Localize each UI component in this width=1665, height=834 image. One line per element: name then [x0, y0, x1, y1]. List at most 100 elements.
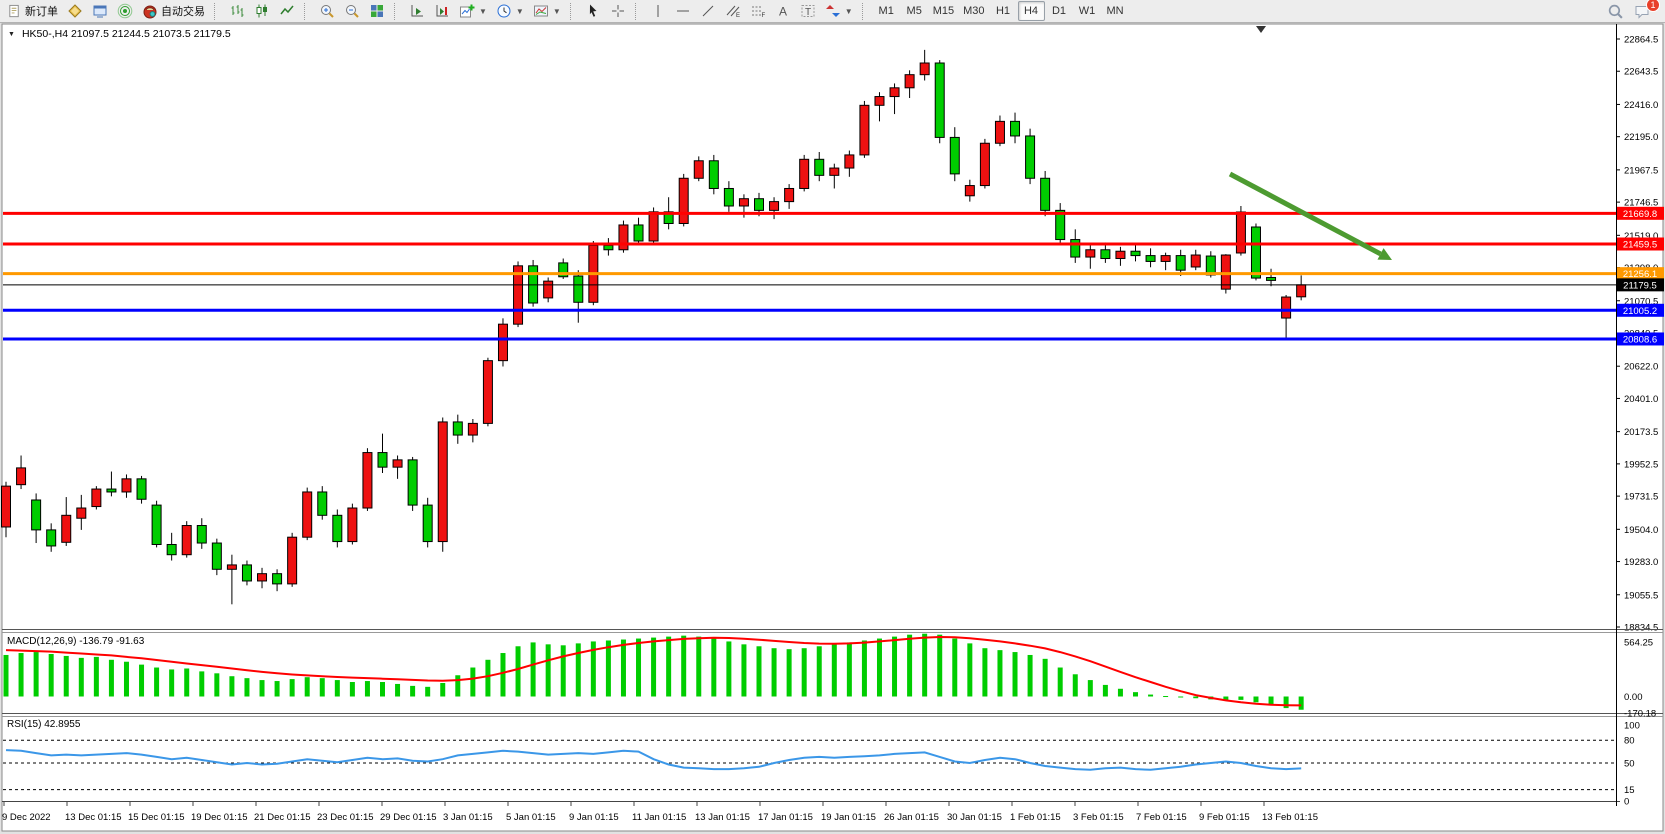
svg-text:22643.5: 22643.5	[1624, 67, 1658, 78]
gold-diamond-button[interactable]	[63, 1, 87, 21]
svg-text:20401.0: 20401.0	[1624, 394, 1658, 405]
timeframe-m5-button[interactable]: M5	[906, 5, 922, 17]
timeframe-mn-button[interactable]: MN	[1106, 5, 1124, 17]
svg-text:100: 100	[1624, 721, 1640, 732]
candlestick-mode-button[interactable]	[250, 1, 274, 21]
svg-text:80: 80	[1624, 736, 1635, 747]
svg-text:21746.5: 21746.5	[1624, 198, 1658, 209]
channel-tool-button[interactable]: E	[721, 1, 745, 21]
auto-scroll-icon	[436, 5, 448, 17]
channel-icon: E	[726, 5, 740, 19]
svg-text:20808.6: 20808.6	[1623, 334, 1657, 345]
svg-text:T: T	[805, 7, 811, 18]
tile-windows-icon	[371, 5, 383, 17]
horizontal-line-tool-button[interactable]	[671, 1, 695, 21]
auto-scroll-button[interactable]	[430, 1, 454, 21]
main-toolbar: 新订单 自动交易 ▼ ▼	[0, 0, 1665, 23]
template-button[interactable]: ▼	[529, 1, 565, 21]
cursor-icon	[589, 4, 597, 17]
macd-pane: 564.25 0.00 -170.18	[3, 633, 1656, 719]
timeframe-m30-button[interactable]: M30	[963, 5, 985, 17]
rsi-pane: 100 80 50 150	[2, 721, 1640, 808]
svg-text:19 Dec 01:15: 19 Dec 01:15	[191, 812, 248, 823]
toolbar-right-group: 1	[1607, 0, 1662, 20]
toolbar-separator	[569, 2, 577, 20]
label-icon: T	[801, 5, 815, 18]
svg-text:9 Jan 01:15: 9 Jan 01:15	[569, 812, 619, 823]
svg-text:21519.0: 21519.0	[1624, 231, 1658, 242]
signal-button[interactable]	[113, 1, 137, 21]
svg-text:21256.1: 21256.1	[1623, 269, 1657, 280]
trendline-tool-button[interactable]	[696, 1, 720, 21]
svg-text:20173.5: 20173.5	[1624, 427, 1658, 438]
svg-text:21070.5: 21070.5	[1624, 296, 1658, 307]
zoom-out-button[interactable]	[340, 1, 364, 21]
bar-chart-icon	[231, 5, 244, 17]
svg-text:13 Feb 01:15: 13 Feb 01:15	[1262, 812, 1318, 823]
svg-text:19055.5: 19055.5	[1624, 590, 1658, 601]
add-indicator-button[interactable]: ▼	[455, 1, 491, 21]
fibonacci-icon: F	[751, 6, 765, 19]
timeframe-d1-button[interactable]: D1	[1051, 5, 1067, 17]
label-tool-button[interactable]: T	[796, 1, 820, 21]
auto-trading-button[interactable]: 自动交易	[138, 1, 209, 21]
horizontal-line-icon	[676, 10, 689, 12]
svg-text:564.25: 564.25	[1624, 637, 1653, 648]
new-order-label: 新订单	[25, 6, 58, 18]
new-order-button[interactable]: 新订单	[3, 1, 62, 21]
svg-text:19952.5: 19952.5	[1624, 459, 1658, 470]
chart-shift-button[interactable]	[405, 1, 429, 21]
cursor-tool-button[interactable]	[581, 1, 605, 21]
svg-text:A: A	[779, 5, 787, 19]
timeframe-h1-button[interactable]: H1	[995, 5, 1011, 17]
shapes-tool-button[interactable]: ▼	[821, 1, 857, 21]
vertical-line-tool-button[interactable]	[646, 1, 670, 21]
line-chart-mode-button[interactable]	[275, 1, 299, 21]
timeframe-w1-button[interactable]: W1	[1078, 5, 1096, 17]
period-button[interactable]: ▼	[492, 1, 528, 21]
timeframe-m1-button[interactable]: M1	[878, 5, 894, 17]
svg-text:29 Dec 01:15: 29 Dec 01:15	[380, 812, 437, 823]
add-indicator-icon	[460, 4, 475, 18]
svg-text:17 Jan 01:15: 17 Jan 01:15	[758, 812, 813, 823]
svg-text:13 Jan 01:15: 13 Jan 01:15	[695, 812, 750, 823]
trendline-icon	[702, 5, 714, 17]
svg-text:11 Jan 01:15: 11 Jan 01:15	[632, 812, 686, 823]
svg-text:5 Jan 01:15: 5 Jan 01:15	[506, 812, 556, 823]
zoom-in-icon	[321, 5, 334, 18]
shapes-icon	[825, 5, 840, 17]
crosshair-icon	[611, 5, 624, 17]
zoom-in-button[interactable]	[315, 1, 339, 21]
svg-text:F: F	[761, 13, 765, 19]
svg-text:21 Dec 01:15: 21 Dec 01:15	[254, 812, 311, 823]
toolbar-separator	[214, 2, 221, 20]
metaeditor-button[interactable]	[88, 1, 112, 21]
notifications-button[interactable]: 1	[1634, 0, 1660, 20]
text-tool-button[interactable]: A	[771, 1, 795, 21]
tile-windows-button[interactable]	[365, 1, 389, 21]
chart-shift-marker[interactable]	[1256, 26, 1266, 33]
toolbar-separator	[304, 2, 311, 20]
price-level-lines: 21669.8 21459.5 21256.1 21005.2 20808.6 21179…	[3, 206, 1664, 346]
line-chart-icon	[280, 5, 294, 15]
svg-text:26 Jan 01:15: 26 Jan 01:15	[884, 812, 939, 823]
svg-text:1 Feb 01:15: 1 Feb 01:15	[1010, 812, 1061, 823]
svg-text:0: 0	[1624, 797, 1629, 808]
search-icon[interactable]	[1607, 3, 1624, 20]
svg-text:22195.0: 22195.0	[1624, 132, 1658, 143]
svg-text:E: E	[736, 13, 740, 19]
fibonacci-tool-button[interactable]: F	[746, 1, 770, 21]
svg-text:19 Jan 01:15: 19 Jan 01:15	[821, 812, 876, 823]
bar-chart-mode-button[interactable]	[225, 1, 249, 21]
template-icon	[533, 5, 548, 17]
svg-text:13 Dec 01:15: 13 Dec 01:15	[65, 812, 122, 823]
svg-text:3 Feb 01:15: 3 Feb 01:15	[1073, 812, 1124, 823]
timeframe-h4-button[interactable]: H4	[1017, 1, 1045, 21]
svg-text:22416.0: 22416.0	[1624, 100, 1658, 111]
period-clock-icon	[497, 4, 511, 18]
chevron-down-icon: ▼	[479, 6, 487, 16]
signal-icon	[117, 3, 133, 19]
timeframe-m15-button[interactable]: M15	[932, 5, 955, 17]
crosshair-tool-button[interactable]	[606, 1, 630, 21]
